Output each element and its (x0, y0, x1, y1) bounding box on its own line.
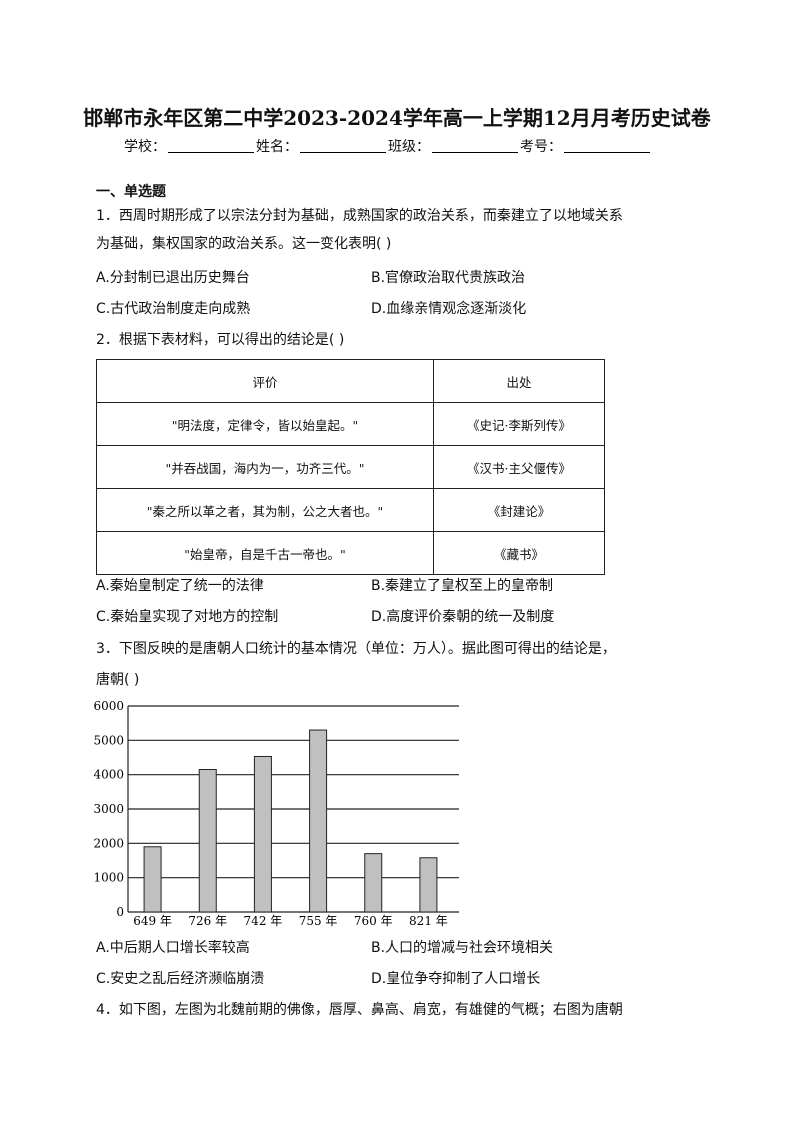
name-label: 姓名： (256, 139, 298, 155)
x-tick-label: 742 年 (244, 914, 283, 928)
y-tick-label: 2000 (93, 836, 124, 850)
x-tick-label: 760 年 (354, 914, 393, 928)
q3-text: 3．下图反映的是唐朝人口统计的基本情况（单位：万人）。据此图可得出的结论是， (96, 641, 616, 657)
q1-option-c: C.古代政治制度走向成熟 (96, 301, 251, 317)
table-cell: 《史记·李斯列传》 (433, 402, 605, 446)
q2-option-d: D.高度评价秦朝的统一及制度 (371, 609, 555, 625)
bar (364, 853, 383, 913)
bar (143, 846, 162, 913)
q3-option-d: D.皇位争夺抑制了人口增长 (371, 971, 541, 987)
q2-text: 2．根据下表材料，可以得出的结论是( ) (96, 332, 345, 348)
table-cell: "秦之所以革之者，其为制，公之大者也。" (96, 488, 434, 532)
x-tick-label: 726 年 (188, 914, 227, 928)
population-bar-chart: 0 1000 2000 3000 4000 5000 6000 649 年 726 年 742 年… (93, 699, 459, 928)
y-tick-label: 1000 (93, 871, 124, 885)
table-header-row: 评价 出处 (96, 359, 605, 403)
table-cell: "始皇帝，自是千古一帝也。" (96, 531, 434, 575)
school-label: 学校： (124, 139, 166, 155)
q1-option-b: B.官僚政治取代贵族政治 (371, 270, 526, 286)
page-title: 邯郸市永年区第二中学2023-2024学年高一上学期12月月考历史试卷 (83, 106, 711, 130)
y-tick-label: 6000 (93, 699, 124, 713)
q3-text: 唐朝( ) (96, 672, 140, 688)
section-heading: 一、单选题 (96, 184, 166, 200)
table-cell: 《封建论》 (433, 488, 605, 532)
number-label: 考号： (520, 139, 562, 155)
y-tick-label: 0 (116, 905, 124, 919)
name-blank (300, 139, 386, 153)
school-blank (168, 139, 254, 153)
class-blank (432, 139, 518, 153)
x-tick-label: 821 年 (409, 914, 448, 928)
table-cell: "并吞战国，海内为一，功齐三代。" (96, 445, 434, 489)
q2-option-a: A.秦始皇制定了统一的法律 (96, 578, 264, 594)
bar (198, 769, 217, 913)
q3-option-b: B.人口的增减与社会环境相关 (371, 940, 554, 956)
bar (419, 857, 438, 913)
q2-table: 评价 出处 "明法度，定律令，皆以始皇起。" 《史记·李斯列传》 "并吞战国，海内为… (96, 359, 605, 575)
table-cell: "明法度，定律令，皆以始皇起。" (96, 402, 434, 446)
student-info: 学校： 姓名： 班级： 考号： (124, 136, 652, 156)
number-blank (564, 139, 650, 153)
q1-option-a: A.分封制已退出历史舞台 (96, 270, 250, 286)
table-header: 出处 (433, 359, 605, 403)
table-row: "明法度，定律令，皆以始皇起。" 《史记·李斯列传》 (96, 402, 605, 446)
q2-option-b: B.秦建立了皇权至上的皇帝制 (371, 578, 554, 594)
q3-option-a: A.中后期人口增长率较高 (96, 940, 250, 956)
table-cell: 《藏书》 (433, 531, 605, 575)
x-tick-label: 649 年 (133, 914, 172, 928)
bar (253, 755, 272, 913)
table-row: "并吞战国，海内为一，功齐三代。" 《汉书·主父偃传》 (96, 445, 605, 489)
q1-text: 为基础，集权国家的政治关系。这一变化表明( ) (96, 236, 392, 252)
q1-text: 1．西周时期形成了以宗法分封为基础，成熟国家的政治关系，而秦建立了以地域关系 (96, 208, 623, 224)
table-row: "秦之所以革之者，其为制，公之大者也。" 《封建论》 (96, 488, 605, 532)
q3-option-c: C.安史之乱后经济濒临崩溃 (96, 971, 265, 987)
y-tick-label: 3000 (93, 802, 124, 816)
q4-text: 4．如下图，左图为北魏前期的佛像，唇厚、鼻高、肩宽，有雄健的气概；右图为唐朝 (96, 1002, 623, 1018)
x-tick-label: 755 年 (299, 914, 338, 928)
q2-option-c: C.秦始皇实现了对地方的控制 (96, 609, 279, 625)
table-header: 评价 (96, 359, 434, 403)
q1-option-d: D.血缘亲情观念逐渐淡化 (371, 301, 527, 317)
table-row: "始皇帝，自是千古一帝也。" 《藏书》 (96, 531, 605, 575)
bar (309, 729, 328, 913)
table-cell: 《汉书·主父偃传》 (433, 445, 605, 489)
y-tick-label: 4000 (93, 768, 124, 782)
y-tick-label: 5000 (93, 733, 124, 747)
class-label: 班级： (388, 139, 430, 155)
